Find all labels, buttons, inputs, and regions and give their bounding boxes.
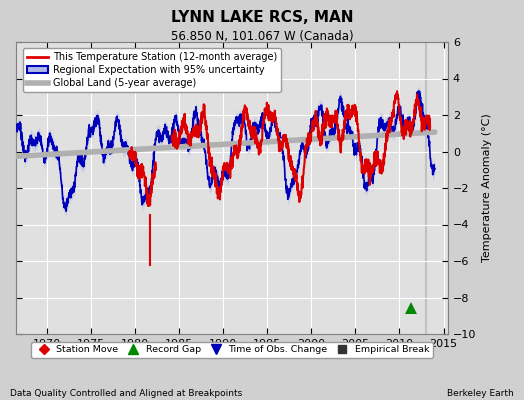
Text: Berkeley Earth: Berkeley Earth [447, 389, 514, 398]
Text: Data Quality Controlled and Aligned at Breakpoints: Data Quality Controlled and Aligned at B… [10, 389, 243, 398]
Text: LYNN LAKE RCS, MAN: LYNN LAKE RCS, MAN [171, 10, 353, 25]
Y-axis label: Temperature Anomaly (°C): Temperature Anomaly (°C) [482, 114, 492, 262]
Legend: Station Move, Record Gap, Time of Obs. Change, Empirical Break: Station Move, Record Gap, Time of Obs. C… [31, 342, 433, 358]
Text: 56.850 N, 101.067 W (Canada): 56.850 N, 101.067 W (Canada) [171, 30, 353, 43]
